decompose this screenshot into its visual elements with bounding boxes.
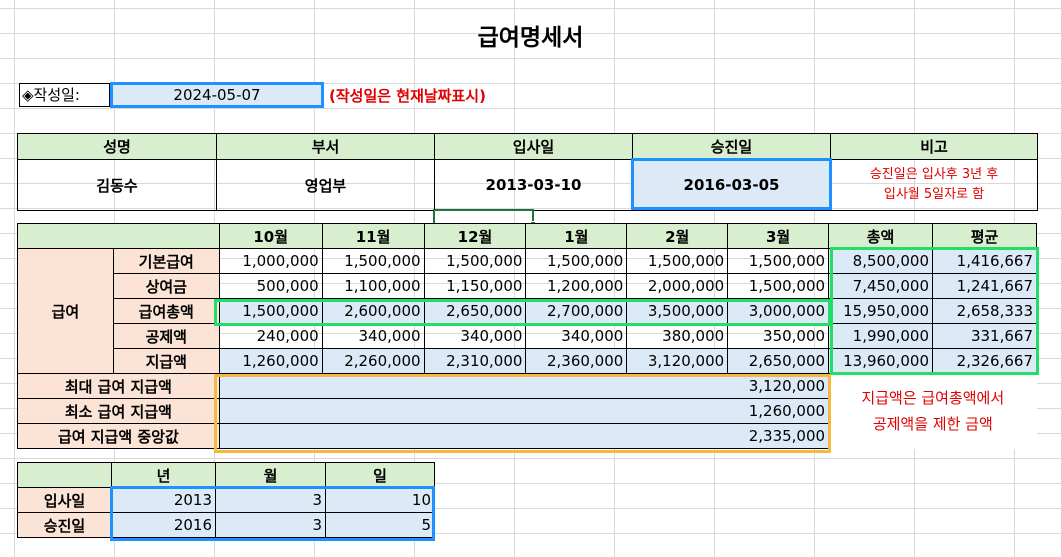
salary-cell[interactable]: 240,000 <box>218 323 323 349</box>
summary-value-median[interactable]: 2,335,000 <box>218 423 830 449</box>
total-cell[interactable]: 13,960,000 <box>828 348 933 374</box>
month-header[interactable]: 10월 <box>218 223 323 249</box>
month-header[interactable]: 11월 <box>321 223 425 249</box>
average-cell[interactable]: 2,658,333 <box>932 298 1037 324</box>
hire-year[interactable]: 2013 <box>111 487 216 513</box>
total-cell[interactable]: 1,990,000 <box>828 323 933 349</box>
date-value-cell[interactable]: 2024-05-07 <box>110 82 324 108</box>
month-header[interactable]: 3월 <box>727 223 830 249</box>
average-cell[interactable]: 1,241,667 <box>932 273 1037 299</box>
salary-cell[interactable]: 2,260,000 <box>321 348 425 374</box>
header-name[interactable]: 성명 <box>17 133 217 160</box>
salary-cell[interactable]: 1,500,000 <box>727 273 830 299</box>
row-label[interactable]: 급여총액 <box>112 298 220 324</box>
salary-table: 10월 11월 12월 1월 2월 3월 총액 평균 급여 기본급여 1,000… <box>17 223 1037 449</box>
cell-promotion-date[interactable]: 2016-03-05 <box>632 159 831 211</box>
summary-value-min[interactable]: 1,260,000 <box>218 398 830 424</box>
month-header[interactable]: 1월 <box>525 223 628 249</box>
salary-note-line1: 지급액은 급여총액에서 <box>861 389 1005 408</box>
cell-dept[interactable]: 영업부 <box>216 159 435 211</box>
header-promotion-date[interactable]: 승진일 <box>632 133 831 160</box>
salary-cell[interactable]: 1,500,000 <box>727 248 830 274</box>
cell-remarks[interactable]: 승진일은 입사후 3년 후 입사월 5일자로 함 <box>830 159 1038 211</box>
promotion-day[interactable]: 5 <box>325 512 435 538</box>
salary-cell[interactable]: 3,120,000 <box>626 348 729 374</box>
cell-name[interactable]: 김동수 <box>17 159 217 211</box>
date-table-corner[interactable] <box>17 462 112 488</box>
header-hire-date[interactable]: 입사일 <box>434 133 633 160</box>
header-remarks[interactable]: 비고 <box>830 133 1038 160</box>
total-cell[interactable]: 8,500,000 <box>828 248 933 274</box>
salary-note-line2: 공제액을 제한 금액 <box>872 415 993 434</box>
total-cell[interactable]: 7,450,000 <box>828 273 933 299</box>
salary-cell[interactable]: 1,150,000 <box>423 273 527 299</box>
info-table: 성명 부서 입사일 승진일 비고 김동수 영업부 2013-03-10 2016… <box>17 133 1038 211</box>
row-label[interactable]: 지급액 <box>112 348 220 374</box>
date-value: 2024-05-07 <box>173 86 261 104</box>
total-cell[interactable]: 15,950,000 <box>828 298 933 324</box>
average-header[interactable]: 평균 <box>932 223 1037 249</box>
salary-cell[interactable]: 2,600,000 <box>321 298 425 324</box>
summary-label-max[interactable]: 최대 급여 지급액 <box>17 373 220 399</box>
salary-cell[interactable]: 340,000 <box>423 323 527 349</box>
salary-cell[interactable]: 1,200,000 <box>525 273 628 299</box>
total-header[interactable]: 총액 <box>828 223 933 249</box>
remarks-line2: 입사월 5일자로 함 <box>883 187 985 202</box>
promotion-year[interactable]: 2016 <box>111 512 216 538</box>
header-year[interactable]: 년 <box>111 462 216 488</box>
date-label: ◈작성일: <box>22 86 80 104</box>
salary-cell[interactable]: 380,000 <box>626 323 729 349</box>
salary-cell[interactable]: 500,000 <box>218 273 323 299</box>
salary-cell[interactable]: 1,500,000 <box>525 248 628 274</box>
header-month[interactable]: 월 <box>215 462 326 488</box>
salary-note[interactable]: 지급액은 급여총액에서 공제액을 제한 금액 <box>828 373 1037 449</box>
average-cell[interactable]: 2,326,667 <box>932 348 1037 374</box>
hire-month[interactable]: 3 <box>215 487 326 513</box>
salary-cell[interactable]: 340,000 <box>525 323 628 349</box>
salary-cell[interactable]: 2,000,000 <box>626 273 729 299</box>
salary-cell[interactable]: 1,500,000 <box>626 248 729 274</box>
salary-cell[interactable]: 350,000 <box>727 323 830 349</box>
hire-day[interactable]: 10 <box>325 487 435 513</box>
summary-value-max[interactable]: 3,120,000 <box>218 373 830 399</box>
row-label-hire[interactable]: 입사일 <box>17 487 112 513</box>
salary-cell[interactable]: 2,650,000 <box>423 298 527 324</box>
salary-group-label[interactable]: 급여 <box>17 248 114 374</box>
row-label[interactable]: 공제액 <box>112 323 220 349</box>
header-day[interactable]: 일 <box>325 462 435 488</box>
salary-cell[interactable]: 1,500,000 <box>423 248 527 274</box>
salary-cell[interactable]: 2,360,000 <box>525 348 628 374</box>
salary-cell[interactable]: 2,310,000 <box>423 348 527 374</box>
cell-hire-date[interactable]: 2013-03-10 <box>434 159 633 211</box>
date-label-cell[interactable]: ◈작성일: <box>19 83 110 107</box>
promotion-month[interactable]: 3 <box>215 512 326 538</box>
salary-cell[interactable]: 2,650,000 <box>727 348 830 374</box>
salary-corner[interactable] <box>17 223 220 249</box>
salary-cell[interactable]: 340,000 <box>321 323 425 349</box>
salary-cell[interactable]: 1,000,000 <box>218 248 323 274</box>
salary-cell[interactable]: 1,260,000 <box>218 348 323 374</box>
average-cell[interactable]: 331,667 <box>932 323 1037 349</box>
row-label-promotion[interactable]: 승진일 <box>17 512 112 538</box>
month-header[interactable]: 12월 <box>423 223 527 249</box>
salary-cell[interactable]: 1,500,000 <box>218 298 323 324</box>
date-breakdown-table: 년 월 일 입사일 2013 3 10 승진일 2016 3 5 <box>17 462 435 538</box>
row-label[interactable]: 기본급여 <box>112 248 220 274</box>
remarks-line1: 승진일은 입사후 3년 후 <box>869 167 999 182</box>
salary-cell[interactable]: 1,500,000 <box>321 248 425 274</box>
date-note: (작성일은 현재날짜표시) <box>329 87 486 105</box>
summary-label-min[interactable]: 최소 급여 지급액 <box>17 398 220 424</box>
average-cell[interactable]: 1,416,667 <box>932 248 1037 274</box>
row-label[interactable]: 상여금 <box>112 273 220 299</box>
sheet-title: 급여명세서 <box>477 25 584 51</box>
salary-cell[interactable]: 2,700,000 <box>525 298 628 324</box>
salary-cell[interactable]: 3,000,000 <box>727 298 830 324</box>
salary-cell[interactable]: 3,500,000 <box>626 298 729 324</box>
salary-cell[interactable]: 1,100,000 <box>321 273 425 299</box>
summary-label-median[interactable]: 급여 지급액 중앙값 <box>17 423 220 449</box>
month-header[interactable]: 2월 <box>626 223 729 249</box>
header-dept[interactable]: 부서 <box>216 133 435 160</box>
